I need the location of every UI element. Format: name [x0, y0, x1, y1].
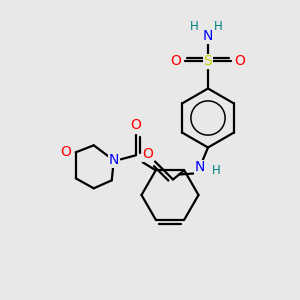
Text: S: S [204, 55, 212, 68]
Text: H: H [212, 164, 220, 177]
Text: H: H [190, 20, 198, 33]
Text: N: N [109, 153, 119, 167]
Text: O: O [171, 55, 182, 68]
Text: N: N [203, 29, 213, 44]
Text: O: O [60, 145, 71, 159]
Text: O: O [235, 55, 245, 68]
Text: O: O [130, 118, 141, 132]
Text: N: N [195, 160, 205, 175]
Text: H: H [214, 20, 222, 33]
Text: O: O [142, 148, 153, 161]
